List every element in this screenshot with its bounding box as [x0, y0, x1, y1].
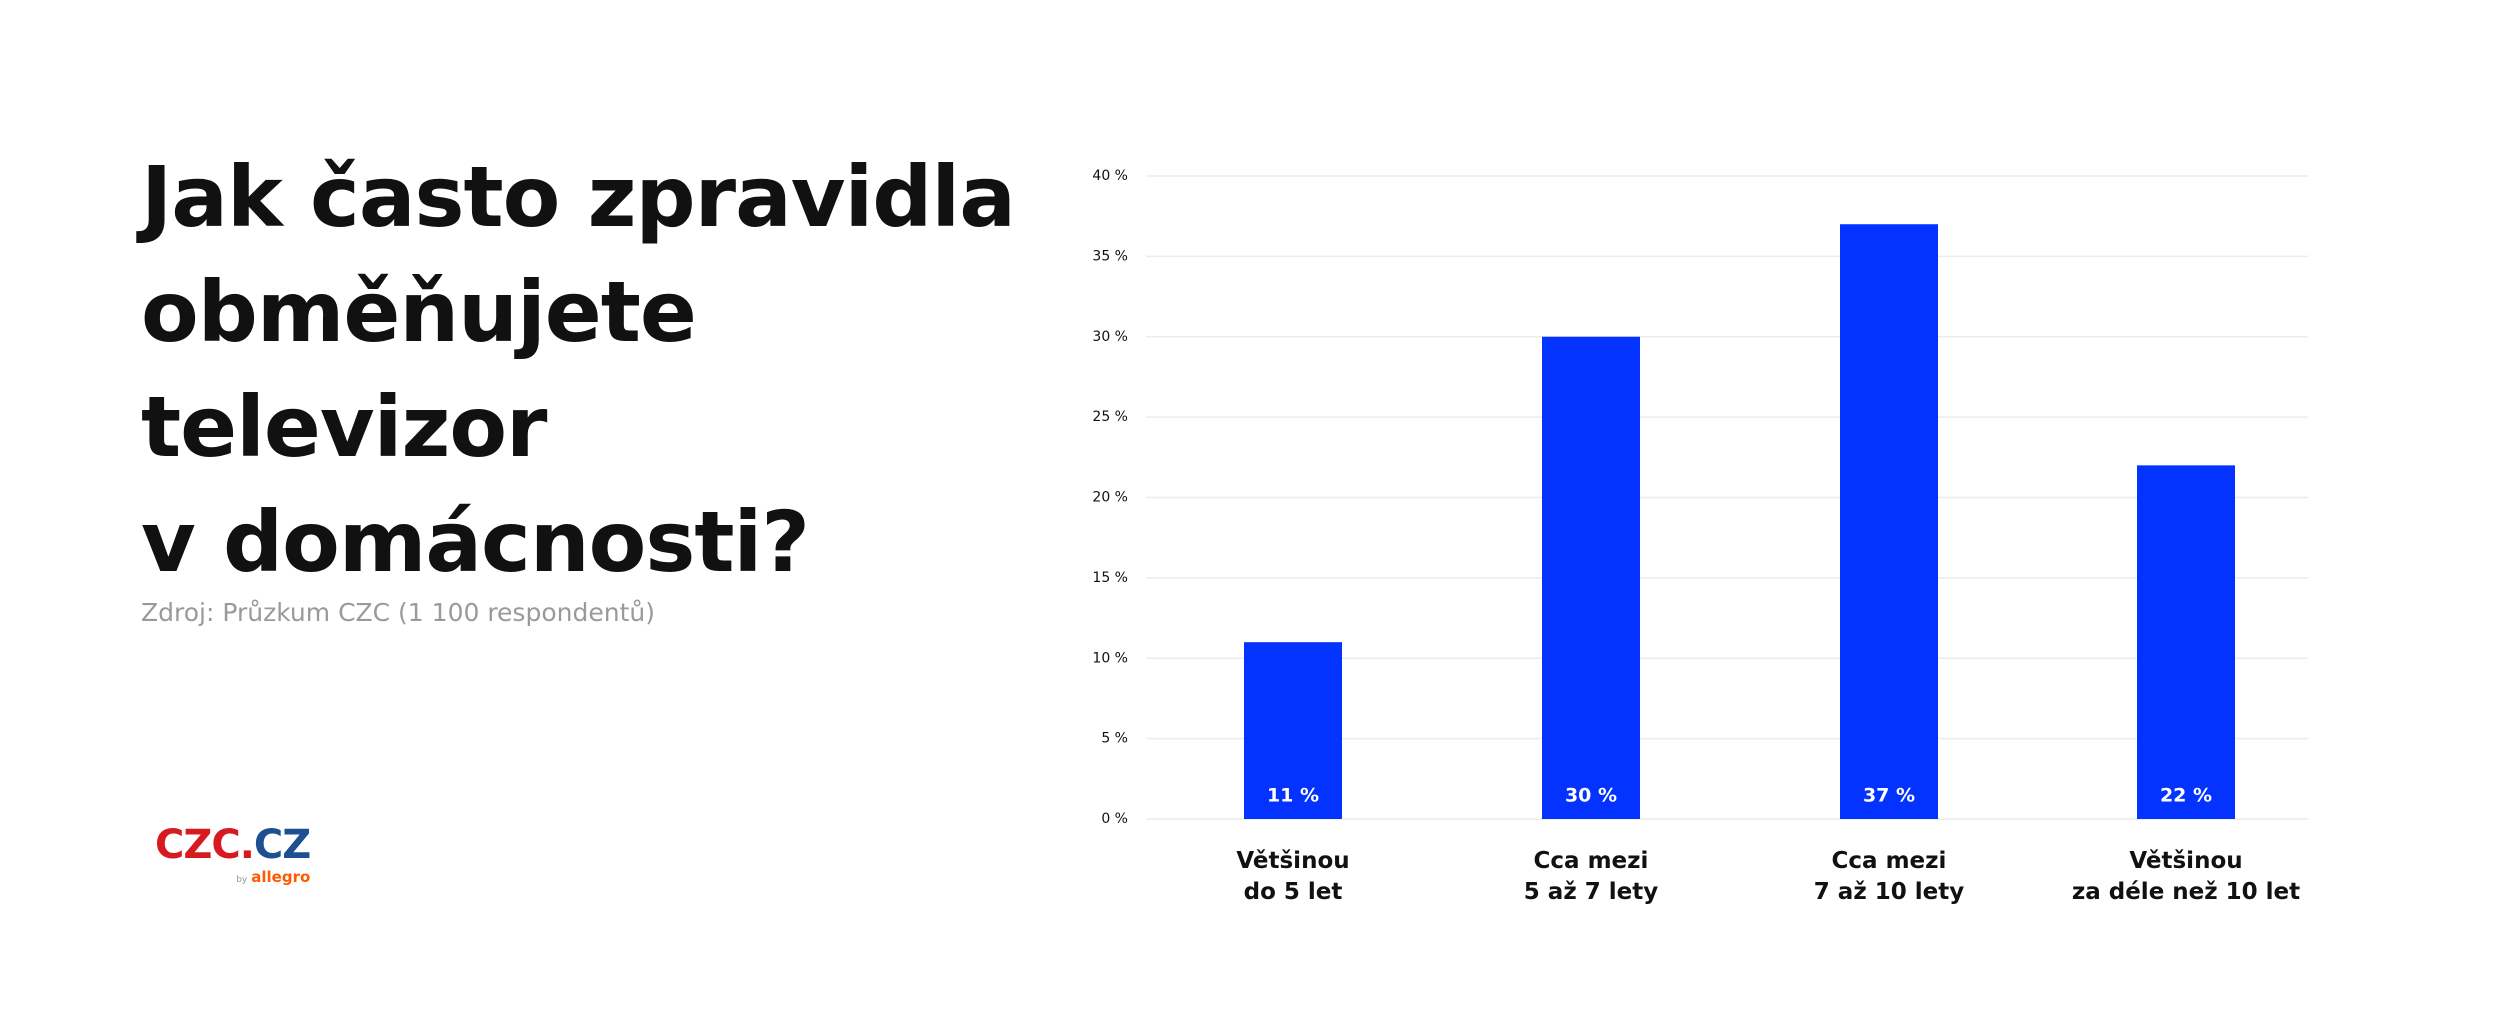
x-tick-label: Většinou do 5 let	[1236, 848, 1350, 905]
value-label: 22 %	[2160, 785, 2212, 807]
value-label: 37 %	[1863, 785, 1915, 807]
y-tick-label: 25 %	[1092, 409, 1128, 425]
y-tick-label: 20 %	[1092, 490, 1128, 506]
bar	[2137, 465, 2235, 819]
x-tick-label: Většinou za déle než 10 let	[2071, 848, 2301, 905]
logo: CZC.CZ by allegro	[155, 822, 311, 886]
logo-sub: by allegro	[236, 868, 310, 886]
y-tick-label: 30 %	[1092, 329, 1128, 345]
logo-by: by	[236, 875, 248, 885]
value-label: 30 %	[1565, 785, 1617, 807]
y-tick-label: 5 %	[1101, 731, 1128, 747]
value-label: 11 %	[1267, 785, 1319, 807]
y-tick-label: 10 %	[1092, 650, 1128, 666]
logo-accent: CZ	[253, 822, 311, 868]
x-tick-label: Cca mezi 5 až 7 lety	[1523, 848, 1659, 905]
y-tick-label: 35 %	[1092, 248, 1128, 264]
bar	[1840, 224, 1938, 820]
y-tick-label: 15 %	[1092, 570, 1128, 586]
bar	[1542, 336, 1640, 819]
logo-brand: allegro	[251, 868, 311, 886]
x-tick-label: Cca mezi 7 až 10 lety	[1813, 848, 1965, 905]
y-tick-label: 0 %	[1101, 811, 1128, 827]
title: Jak často zpravidla obměňujete televizor…	[141, 148, 1016, 591]
bar	[1244, 642, 1342, 819]
source: Zdroj: Průzkum CZC (1 100 respondentů)	[141, 598, 655, 627]
logo-main: CZC.	[155, 822, 255, 868]
y-tick-label: 40 %	[1092, 168, 1128, 184]
